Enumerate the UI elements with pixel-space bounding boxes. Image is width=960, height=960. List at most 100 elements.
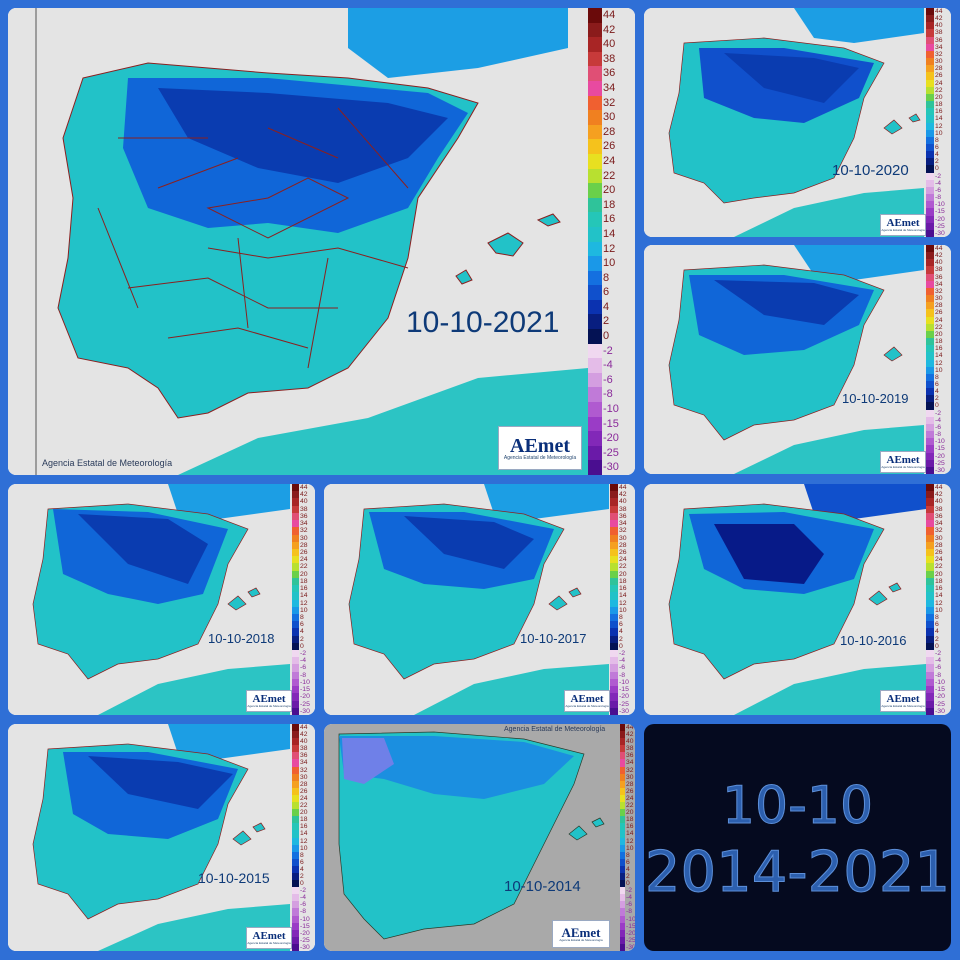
legend-swatch	[610, 548, 618, 557]
legend-swatch	[926, 693, 934, 702]
legend-label: 10	[300, 606, 308, 614]
legend-swatch	[610, 700, 618, 709]
legend-swatch	[292, 686, 299, 694]
legend-label: 22	[935, 563, 943, 571]
legend-swatch	[292, 484, 299, 492]
legend-swatch	[926, 208, 934, 217]
legend-label: 42	[603, 23, 616, 36]
date-label: 10-10-2016	[840, 633, 907, 648]
legend-label: 42	[300, 491, 308, 499]
legend-swatch	[610, 556, 618, 564]
legend-swatch	[588, 241, 602, 257]
temperature-legend: 44 42 40 38 36 34 32 30 28 26 24 22 20 18 16 14 12 10 8 6 4 2…	[610, 484, 635, 715]
legend-label: 8	[626, 851, 630, 859]
legend-label: -8	[619, 671, 626, 679]
legend-swatch	[926, 302, 934, 310]
legend-swatch	[588, 183, 602, 199]
legend-label: 12	[935, 599, 943, 607]
legend-swatch	[926, 592, 934, 600]
legend-label: 22	[935, 86, 943, 94]
temperature-legend: 44 42 40 38 36 34 32 30 28 26 24 22 20 18 16 14 12 10 8 6 4 2…	[926, 8, 951, 237]
legend-swatch	[588, 212, 602, 228]
legend-swatch	[610, 585, 618, 593]
legend-swatch	[926, 498, 934, 507]
date-label: 10-10-2020	[832, 162, 909, 179]
legend-swatch	[620, 922, 625, 931]
legend-label: 28	[300, 541, 308, 549]
legend-label: 28	[300, 780, 308, 788]
legend-label: 36	[300, 512, 308, 520]
legend-label: 14	[935, 592, 943, 600]
legend-swatch	[588, 226, 602, 242]
legend-swatch	[926, 266, 934, 275]
legend-label: 28	[935, 302, 943, 310]
legend-label: 38	[935, 505, 943, 513]
legend-label: -20	[300, 693, 310, 701]
legend-swatch	[926, 179, 934, 188]
legend-label: -8	[935, 671, 942, 679]
legend-swatch	[620, 880, 625, 888]
legend-swatch	[292, 724, 299, 732]
legend-swatch	[292, 816, 299, 824]
legend-label: -6	[935, 186, 942, 194]
legend-swatch	[926, 402, 934, 411]
legend-label: 8	[619, 613, 623, 621]
legend-label: 16	[300, 823, 308, 831]
legend-swatch	[620, 780, 625, 789]
legend-label: 14	[603, 227, 616, 240]
legend-swatch	[292, 556, 299, 564]
title-day: 10-10	[721, 776, 874, 837]
legend-label: 40	[619, 498, 627, 506]
legend-label: 26	[935, 309, 943, 317]
legend-swatch	[926, 194, 934, 202]
legend-label: 26	[300, 787, 308, 795]
legend-swatch	[292, 773, 299, 782]
legend-label: 20	[300, 809, 308, 817]
legend-label: -20	[935, 693, 945, 701]
temperature-legend: 44 42 40 38 36 34 32 30 28 26 24 22 20 18 16 14 12 10 8 6 4 2…	[926, 245, 951, 474]
legend-label: 44	[935, 484, 943, 491]
legend-swatch	[588, 124, 602, 140]
legend-swatch	[926, 323, 934, 332]
legend-swatch	[292, 887, 299, 895]
legend-swatch	[292, 577, 299, 586]
legend-label: 40	[935, 259, 943, 267]
legend-label: 30	[935, 534, 943, 542]
legend-swatch	[926, 491, 934, 499]
legend-label: 40	[935, 498, 943, 506]
legend-swatch	[588, 66, 602, 82]
legend-label: 22	[300, 802, 308, 810]
legend-swatch	[926, 122, 934, 131]
legend-label: 18	[300, 816, 308, 824]
legend-swatch	[926, 548, 934, 557]
legend-swatch	[292, 693, 299, 702]
legend-label: -8	[300, 908, 306, 916]
legend-label: -15	[300, 686, 310, 694]
legend-label: 34	[300, 759, 308, 767]
legend-label: 0	[300, 642, 304, 650]
legend-swatch	[610, 505, 618, 514]
map-panel-2014: 44 42 40 38 36 34 32 30 28 26 24 22 20 18 16 14 12 10 8 6 4 2…	[324, 724, 635, 951]
legend-label: -15	[300, 922, 310, 930]
legend-swatch	[588, 431, 602, 447]
legend-label: 18	[935, 577, 943, 585]
legend-label: 10	[619, 606, 627, 614]
legend-swatch	[926, 215, 934, 224]
legend-label: 2	[935, 635, 939, 643]
legend-swatch	[926, 628, 934, 637]
legend-swatch	[610, 491, 618, 499]
legend-label: 12	[935, 359, 943, 367]
legend-label: 24	[626, 794, 634, 802]
legend-swatch	[610, 498, 618, 507]
legend-swatch	[926, 79, 934, 88]
legend-label: -30	[603, 461, 619, 474]
aemet-logo: AEmet Agencia Estatal de Meteorología	[246, 927, 292, 949]
legend-swatch	[926, 273, 934, 282]
legend-swatch	[620, 752, 625, 760]
legend-swatch	[588, 445, 602, 461]
legend-swatch	[926, 316, 934, 325]
legend-label: 44	[300, 724, 308, 731]
legend-label: -4	[935, 657, 942, 665]
legend-label: -10	[935, 201, 945, 209]
legend-label: 38	[626, 745, 634, 753]
